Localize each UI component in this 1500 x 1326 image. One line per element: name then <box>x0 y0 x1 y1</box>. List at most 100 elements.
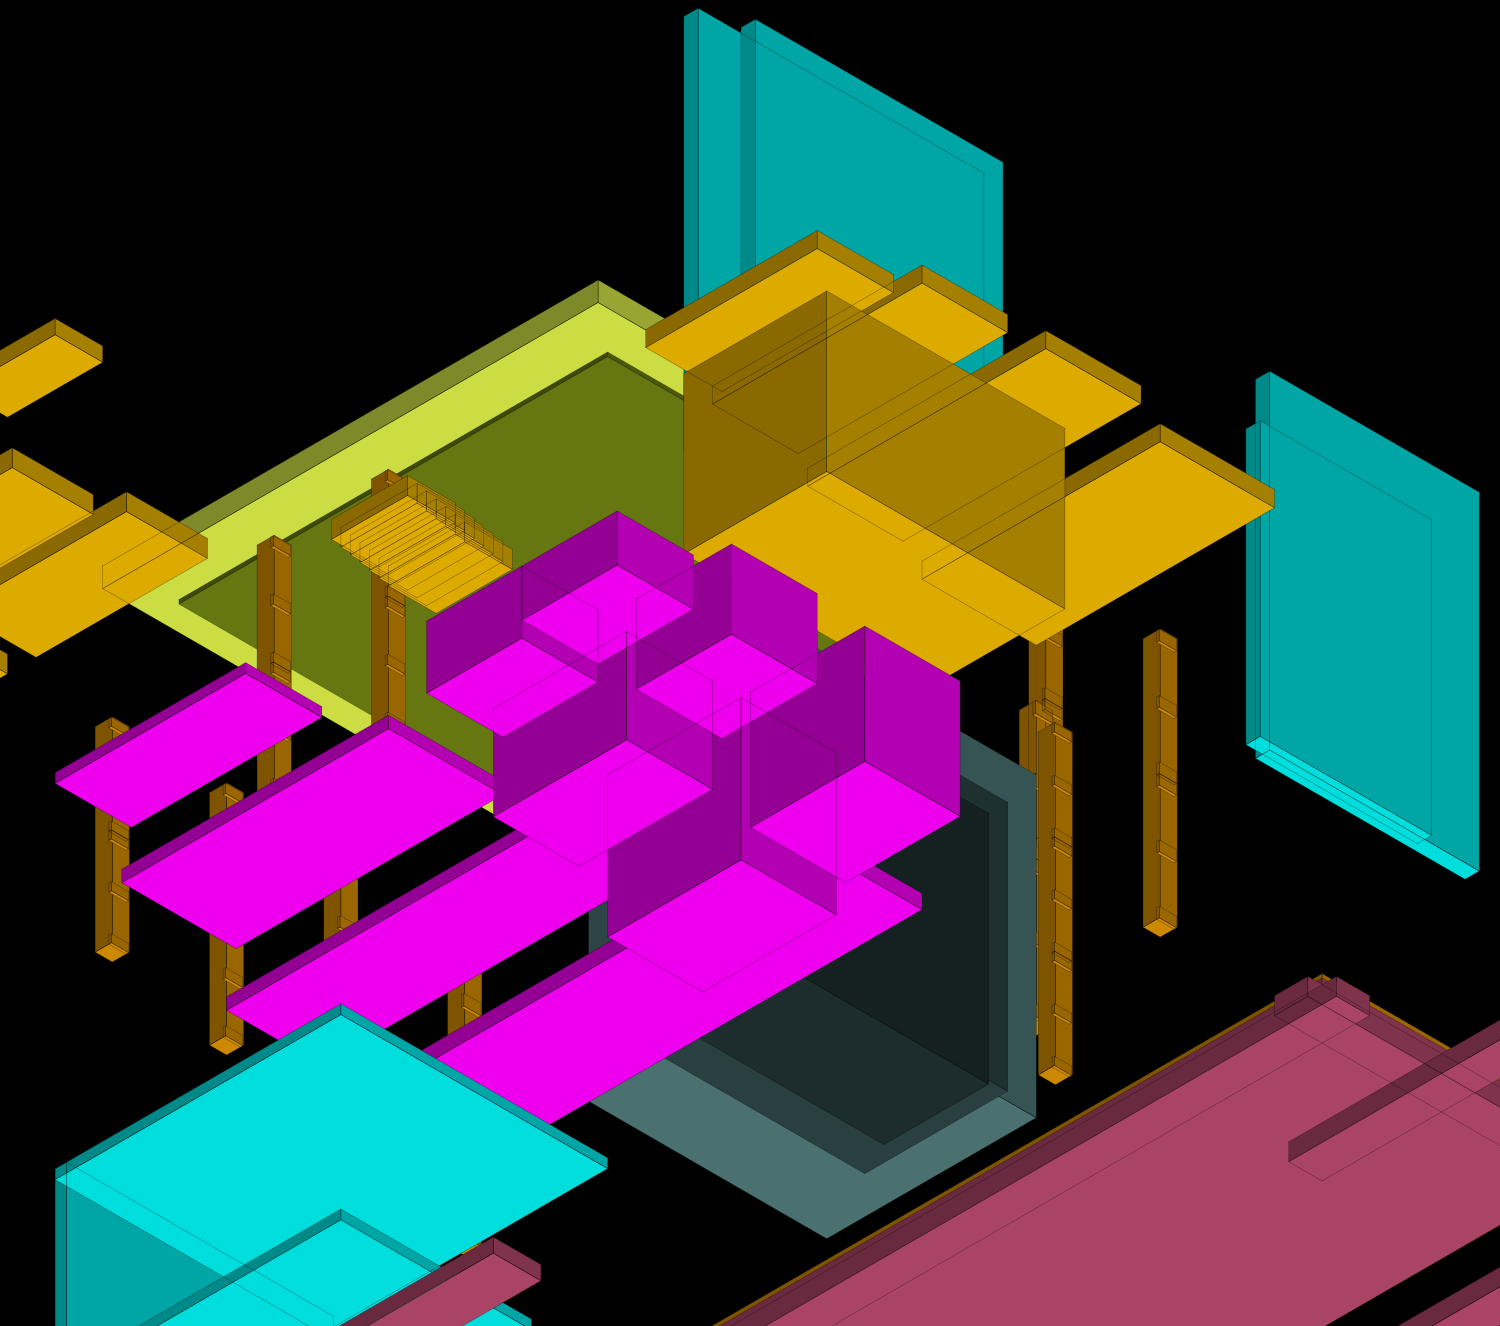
Polygon shape <box>0 492 126 610</box>
Polygon shape <box>464 1224 482 1246</box>
Polygon shape <box>645 248 894 391</box>
Polygon shape <box>462 1006 482 1017</box>
Polygon shape <box>1034 1004 1035 1018</box>
Polygon shape <box>1034 931 1035 945</box>
Polygon shape <box>824 965 827 976</box>
Polygon shape <box>1054 890 1071 908</box>
Polygon shape <box>1046 562 1064 843</box>
Polygon shape <box>940 899 957 919</box>
Polygon shape <box>273 652 291 672</box>
Polygon shape <box>922 265 1008 333</box>
Polygon shape <box>386 606 405 618</box>
Polygon shape <box>494 1237 542 1281</box>
Polygon shape <box>922 442 1275 646</box>
Polygon shape <box>938 1085 940 1095</box>
Polygon shape <box>1034 846 1035 861</box>
Polygon shape <box>1042 636 1062 647</box>
Polygon shape <box>1046 330 1142 403</box>
Polygon shape <box>1042 709 1062 721</box>
Polygon shape <box>1034 700 1035 715</box>
Polygon shape <box>1042 574 1062 585</box>
Polygon shape <box>386 654 387 666</box>
Polygon shape <box>272 662 291 674</box>
Polygon shape <box>332 496 454 568</box>
Polygon shape <box>921 701 939 723</box>
Polygon shape <box>1042 772 1062 782</box>
Polygon shape <box>1034 871 1053 883</box>
Polygon shape <box>588 980 1036 1238</box>
Polygon shape <box>865 626 960 817</box>
Polygon shape <box>272 662 273 674</box>
Polygon shape <box>598 280 1056 566</box>
Polygon shape <box>1038 1065 1072 1085</box>
Polygon shape <box>111 717 129 736</box>
Polygon shape <box>322 1237 494 1326</box>
Polygon shape <box>372 721 405 741</box>
Polygon shape <box>656 682 798 1053</box>
Polygon shape <box>332 843 922 1184</box>
Polygon shape <box>387 586 405 606</box>
Polygon shape <box>921 778 939 801</box>
Polygon shape <box>494 631 627 817</box>
Polygon shape <box>110 717 111 728</box>
Polygon shape <box>1035 1004 1053 1026</box>
Polygon shape <box>921 768 939 789</box>
Polygon shape <box>918 778 939 790</box>
Polygon shape <box>338 1071 357 1083</box>
Polygon shape <box>1052 1004 1054 1014</box>
Polygon shape <box>1156 762 1160 774</box>
Polygon shape <box>1052 941 1054 952</box>
Polygon shape <box>622 996 1370 1326</box>
Polygon shape <box>386 586 387 598</box>
Polygon shape <box>938 789 940 800</box>
Polygon shape <box>1038 723 1056 1075</box>
Polygon shape <box>110 778 129 789</box>
Polygon shape <box>1156 773 1160 786</box>
Polygon shape <box>930 740 948 760</box>
Polygon shape <box>388 522 465 586</box>
Polygon shape <box>1034 858 1035 873</box>
Polygon shape <box>1054 941 1071 961</box>
Polygon shape <box>1160 424 1275 508</box>
Polygon shape <box>225 784 243 804</box>
Polygon shape <box>110 882 111 892</box>
Polygon shape <box>1288 1004 1500 1162</box>
Polygon shape <box>340 915 357 937</box>
Polygon shape <box>616 511 693 609</box>
Polygon shape <box>126 492 207 558</box>
Polygon shape <box>1336 976 1370 1016</box>
Polygon shape <box>224 784 225 794</box>
Polygon shape <box>807 827 922 910</box>
Polygon shape <box>928 565 948 577</box>
Polygon shape <box>827 975 843 994</box>
Polygon shape <box>824 975 827 987</box>
Polygon shape <box>938 908 940 920</box>
Polygon shape <box>1019 1016 1053 1036</box>
Polygon shape <box>246 663 322 717</box>
Polygon shape <box>1042 761 1046 773</box>
Polygon shape <box>272 652 273 663</box>
Polygon shape <box>684 442 984 614</box>
Polygon shape <box>1042 823 1046 835</box>
Polygon shape <box>918 846 921 858</box>
Polygon shape <box>712 282 1008 453</box>
Polygon shape <box>210 782 226 1045</box>
Polygon shape <box>272 594 273 606</box>
Polygon shape <box>225 841 243 862</box>
Polygon shape <box>918 923 939 935</box>
Polygon shape <box>921 635 939 656</box>
Polygon shape <box>56 663 246 784</box>
Polygon shape <box>1246 736 1431 843</box>
Polygon shape <box>446 507 494 554</box>
Polygon shape <box>1029 562 1045 843</box>
Polygon shape <box>824 1030 827 1041</box>
Polygon shape <box>225 1025 243 1046</box>
Polygon shape <box>380 534 502 606</box>
Polygon shape <box>645 231 818 347</box>
Polygon shape <box>110 769 111 780</box>
Polygon shape <box>388 542 513 614</box>
Polygon shape <box>918 778 921 792</box>
Polygon shape <box>938 964 940 976</box>
Polygon shape <box>462 1151 464 1166</box>
Polygon shape <box>1046 564 1062 583</box>
